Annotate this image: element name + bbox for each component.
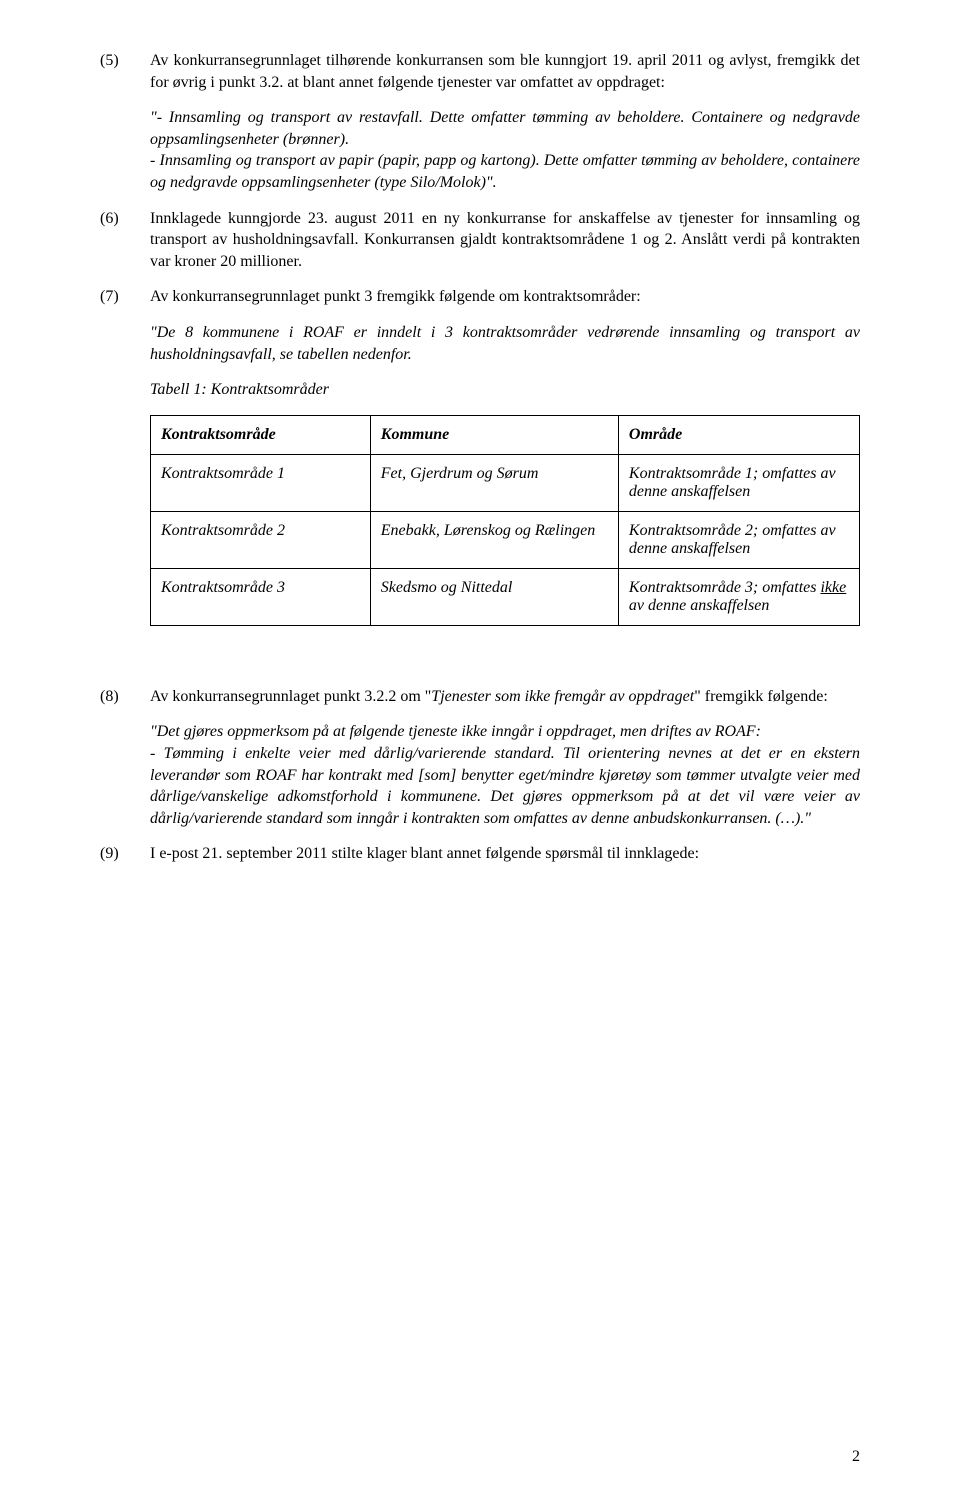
paragraph-6: (6) Innklagede kunngjorde 23. august 201… (100, 208, 860, 273)
table-row: Kontraktsområde 1 Fet, Gjerdrum og Sørum… (151, 454, 860, 511)
paragraph-5: (5) Av konkurransegrunnlaget tilhørende … (100, 50, 860, 93)
paragraph-8-number: (8) (100, 686, 150, 708)
paragraph-5-number: (5) (100, 50, 150, 93)
table-cell: Kontraktsområde 3 (151, 568, 371, 625)
table-header-row: Kontraktsområde Kommune Område (151, 415, 860, 454)
table-row: Kontraktsområde 3 Skedsmo og Nittedal Ko… (151, 568, 860, 625)
paragraph-7-body: Av konkurransegrunnlaget punkt 3 fremgik… (150, 286, 860, 308)
table-header-kommune: Kommune (370, 415, 618, 454)
table-cell: Kontraktsområde 1; omfattes av denne ans… (618, 454, 859, 511)
paragraph-6-number: (6) (100, 208, 150, 273)
table-row: Kontraktsområde 2 Enebakk, Lørenskog og … (151, 511, 860, 568)
table-cell: Kontraktsområde 1 (151, 454, 371, 511)
table-cell: Enebakk, Lørenskog og Rælingen (370, 511, 618, 568)
table-header-kontraktsomrade: Kontraktsområde (151, 415, 371, 454)
paragraph-8-quote: "Det gjøres oppmerksom på at følgende tj… (150, 721, 860, 829)
table-cell: Kontraktsområde 2 (151, 511, 371, 568)
paragraph-7-quote-1: "De 8 kommunene i ROAF er inndelt i 3 ko… (150, 322, 860, 365)
paragraph-7-number: (7) (100, 286, 150, 308)
paragraph-7: (7) Av konkurransegrunnlaget punkt 3 fre… (100, 286, 860, 308)
table-cell: Kontraktsområde 2; omfattes av denne ans… (618, 511, 859, 568)
table-header-omrade: Område (618, 415, 859, 454)
paragraph-9-body: I e-post 21. september 2011 stilte klage… (150, 843, 860, 865)
document-page: (5) Av konkurransegrunnlaget tilhørende … (0, 0, 960, 1496)
paragraph-8: (8) Av konkurransegrunnlaget punkt 3.2.2… (100, 686, 860, 708)
paragraph-5-quote: "- Innsamling og transport av restavfall… (150, 107, 860, 193)
contract-areas-table: Kontraktsområde Kommune Område Kontrakts… (150, 415, 860, 626)
page-number: 2 (852, 1448, 860, 1466)
paragraph-9: (9) I e-post 21. september 2011 stilte k… (100, 843, 860, 865)
paragraph-6-body: Innklagede kunngjorde 23. august 2011 en… (150, 208, 860, 273)
paragraph-5-body: Av konkurransegrunnlaget tilhørende konk… (150, 50, 860, 93)
table-cell: Skedsmo og Nittedal (370, 568, 618, 625)
paragraph-8-body: Av konkurransegrunnlaget punkt 3.2.2 om … (150, 686, 860, 708)
table-cell: Fet, Gjerdrum og Sørum (370, 454, 618, 511)
table-cell: Kontraktsområde 3; omfattes ikke av denn… (618, 568, 859, 625)
paragraph-7-quote-2: Tabell 1: Kontraktsområder (150, 379, 860, 401)
paragraph-9-number: (9) (100, 843, 150, 865)
